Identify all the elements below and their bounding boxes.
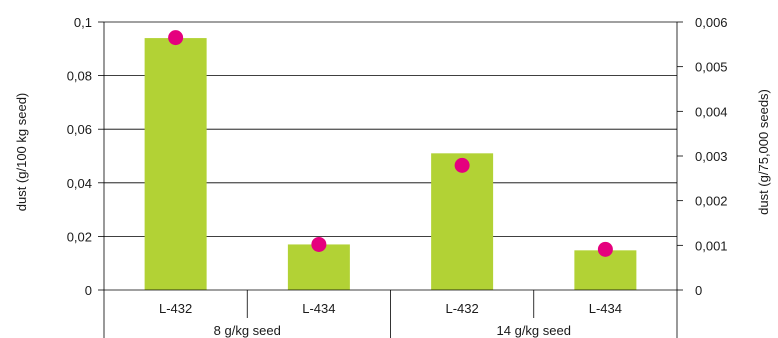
right-y-tick-label: 0,006 [695,15,728,30]
left-y-tick-label: 0,02 [67,229,92,244]
left-y-tick-label: 0,06 [67,122,92,137]
left-y-axis-ticks: 0 0,02 0,04 0,06 0,08 0,1 [67,15,104,298]
group-label: 14 g/kg seed [497,323,571,338]
data-marker [454,157,470,173]
left-y-tick-label: 0 [85,283,92,298]
group-label: 8 g/kg seed [214,323,281,338]
left-y-axis-title: dust (g/100 kg seed) [14,93,29,212]
right-y-axis-ticks: 0 0,001 0,002 0,003 0,004 0,005 0,006 [677,15,728,298]
category-label: L-432 [446,301,479,316]
right-y-tick-label: 0,004 [695,104,728,119]
right-y-axis-title: dust (g/75,000 seeds) [756,89,771,215]
bar [431,153,494,290]
bar [574,250,637,290]
marker-series [168,30,613,257]
category-label: L-432 [159,301,192,316]
right-y-tick-label: 0 [695,283,702,298]
bar [144,38,207,290]
category-label: L-434 [302,301,335,316]
x-axis-category-labels: L-432 L-434 L-432 L-434 [159,301,622,316]
bar [287,244,350,290]
category-label: L-434 [589,301,622,316]
right-y-tick-label: 0,003 [695,149,728,164]
data-marker [311,236,327,252]
data-marker [168,30,184,46]
left-y-tick-label: 0,04 [67,176,92,191]
right-y-tick-label: 0,001 [695,238,728,253]
left-y-tick-label: 0,08 [67,69,92,84]
data-marker [597,241,613,257]
right-y-tick-label: 0,002 [695,194,728,209]
right-y-tick-label: 0,005 [695,60,728,75]
x-axis-group-labels: 8 g/kg seed 14 g/kg seed [214,323,571,338]
bar-series [144,38,637,290]
left-y-tick-label: 0,1 [74,15,92,30]
